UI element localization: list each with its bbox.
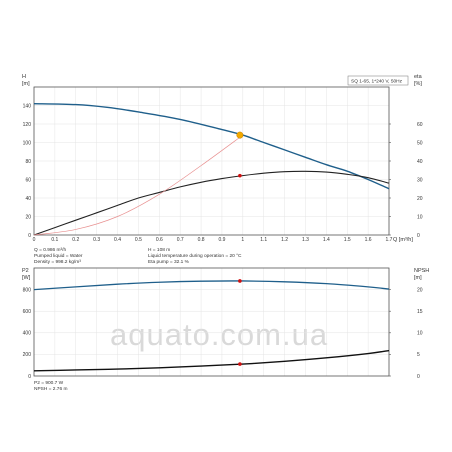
top-x-tick-label: 1.1 xyxy=(260,237,267,243)
info-liquid: Pumped liquid = Water xyxy=(34,253,83,259)
bottom-series-power-line xyxy=(33,280,390,291)
top-y-tick-label: 140 xyxy=(23,103,32,109)
bottom-y2-tick-label: 15 xyxy=(417,309,423,315)
top-y-tick-label: 120 xyxy=(23,122,32,128)
top-x-tick-label: 1.7 xyxy=(386,237,393,243)
info-p2: P2 = 900.7 W xyxy=(34,380,64,386)
info-h: H = 108 m xyxy=(148,247,170,253)
top-chart-ticks: 0 0.1 0.2 0.3 0.4 0.5 0.6 0.7 0.8 0.9 1 1.1 1.2 1.3 1.… xyxy=(23,103,423,243)
bottom-y2-axis-label-npsh: NPSH xyxy=(414,268,429,274)
bottom-y-tick-label: 800 xyxy=(23,287,32,293)
top-x-tick-label: 0.2 xyxy=(72,237,79,243)
top-series-system-line xyxy=(33,134,244,236)
info-npsh: NPSH = 2.76 m xyxy=(34,386,67,392)
top-y2-tick-label: 0 xyxy=(417,233,420,239)
bottom-chart-frame xyxy=(33,267,390,377)
top-x-tick-label: 0.4 xyxy=(114,237,121,243)
bottom-y2-axis-label-unit: [m] xyxy=(414,275,422,281)
bottom-y-axis-label-p2: P2 xyxy=(22,268,29,274)
top-x-tick-label: 1.6 xyxy=(365,237,372,243)
duty-point-marker xyxy=(236,131,244,139)
top-x-tick-label: 1.4 xyxy=(323,237,330,243)
bottom-y-tick-label: 400 xyxy=(23,331,32,337)
top-x-tick-label: 0.9 xyxy=(218,237,225,243)
top-x-tick-label: 1 xyxy=(241,237,244,243)
top-y2-axis-label-unit: [%] xyxy=(414,81,422,87)
pump-label-box xyxy=(347,75,409,86)
top-y2-tick-label: 30 xyxy=(417,177,423,183)
top-y-tick-label: 20 xyxy=(25,214,31,220)
top-x-tick-label: 0.1 xyxy=(51,237,58,243)
eta-point-marker xyxy=(238,173,242,178)
top-x-tick-label: 1.5 xyxy=(344,237,351,243)
bottom-y2-tick-label: 5 xyxy=(417,352,420,358)
top-y-tick-label: 80 xyxy=(25,159,31,165)
top-y2-tick-label: 40 xyxy=(417,159,423,165)
top-x-tick-label: 0.8 xyxy=(198,237,205,243)
top-x-tick-label: 0.3 xyxy=(93,237,100,243)
top-y2-axis-label-eta: eta xyxy=(414,74,423,80)
top-y2-tick-label: 10 xyxy=(417,214,423,220)
top-y-tick-label: 100 xyxy=(23,140,32,146)
top-y2-tick-label: 60 xyxy=(417,122,423,128)
top-chart-curves xyxy=(33,102,390,236)
top-x-axis-label: Q [m³/h] xyxy=(393,237,413,243)
bottom-chart-ticks: 0 200 400 600 800 0 5 10 15 20 xyxy=(23,287,423,379)
watermark-text: aquato.com.ua xyxy=(110,317,328,352)
top-x-tick-label: 1.2 xyxy=(281,237,288,243)
power-point-marker xyxy=(238,279,242,283)
bottom-y2-tick-label: 20 xyxy=(417,287,423,293)
top-series-head-line xyxy=(33,102,390,190)
top-y-tick-label: 60 xyxy=(25,177,31,183)
bottom-series-npsh-line xyxy=(33,349,390,372)
top-y-axis-label-h: H xyxy=(22,74,26,80)
bottom-y-tick-label: 200 xyxy=(23,352,32,358)
npsh-point-marker xyxy=(238,362,242,366)
bottom-y-tick-label: 600 xyxy=(23,309,32,315)
top-y2-tick-label: 50 xyxy=(417,140,423,146)
pump-label: SQ 1-65, 1*240 V, 50Hz xyxy=(351,79,403,85)
bottom-y-axis-label-unit: [W] xyxy=(22,275,31,281)
top-y-axis-label-unit: [m] xyxy=(22,81,30,87)
top-x-tick-label: 0.5 xyxy=(135,237,142,243)
info-eta: Eta pump = 32.1 % xyxy=(148,259,190,265)
bottom-chart-curves xyxy=(33,279,390,372)
top-x-tick-label: 1.3 xyxy=(302,237,309,243)
top-x-tick-label: 0 xyxy=(33,237,36,243)
top-chart-grid xyxy=(33,87,390,236)
info-temp: Liquid temperature during operation = 20… xyxy=(148,253,242,259)
top-y-tick-label: 0 xyxy=(28,233,31,239)
top-y2-tick-label: 20 xyxy=(417,196,423,202)
top-series-eta-line xyxy=(33,170,390,236)
top-y-tick-label: 40 xyxy=(25,196,31,202)
bottom-y2-tick-label: 10 xyxy=(417,331,423,337)
top-x-tick-label: 0.6 xyxy=(156,237,163,243)
top-x-tick-label: 0.7 xyxy=(177,237,184,243)
info-q: Q = 0.986 m³/h xyxy=(34,247,66,253)
bottom-y-tick-label: 0 xyxy=(28,374,31,380)
info-density: Density = 998.2 kg/m³ xyxy=(34,259,81,265)
bottom-y2-tick-label: 0 xyxy=(417,374,420,380)
